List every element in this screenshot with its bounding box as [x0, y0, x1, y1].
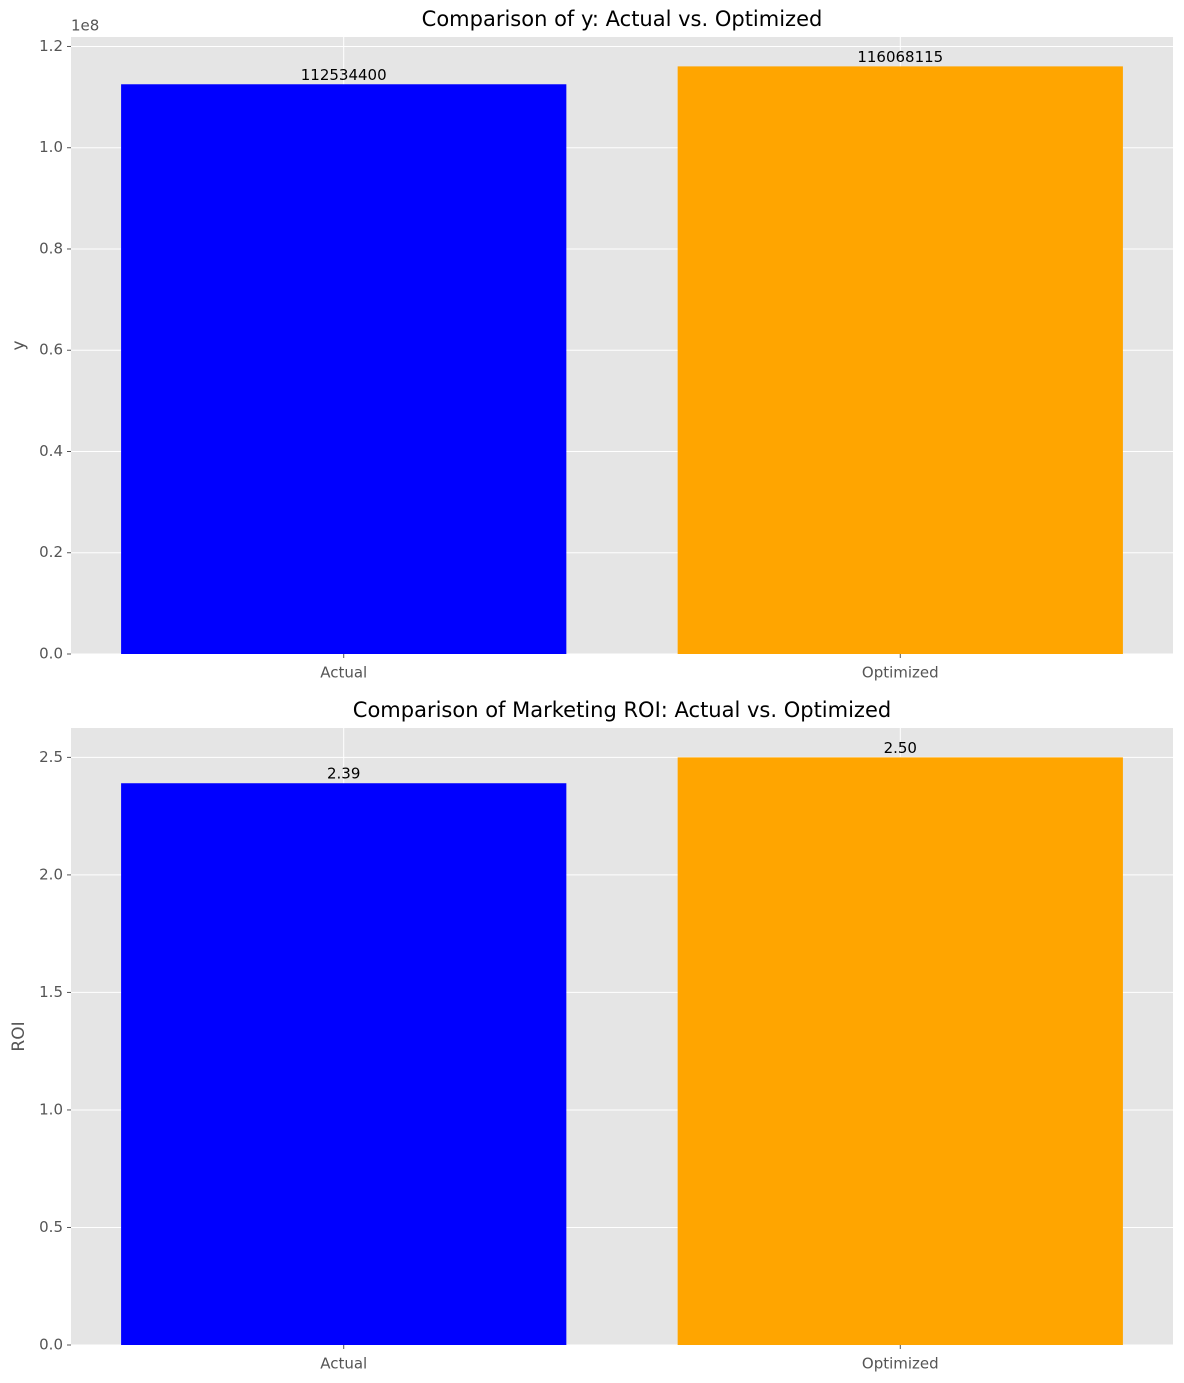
y-tick-label: 1.0: [39, 138, 63, 156]
data-label: 112534400: [301, 66, 387, 84]
y-tick-label: 0.4: [39, 442, 63, 460]
y-axis-label: y: [9, 340, 29, 350]
bar: [121, 783, 567, 1345]
x-tick-label: Actual: [320, 1355, 367, 1373]
bar: [677, 66, 1123, 654]
y-axis-label: ROI: [9, 1021, 29, 1051]
y-tick-label: 0.5: [39, 1218, 63, 1236]
y-tick-label: 0.6: [39, 341, 63, 359]
data-label: 116068115: [857, 48, 943, 66]
y-tick-label: 2.0: [39, 865, 63, 883]
chart-title: Comparison of Marketing ROI: Actual vs. …: [353, 698, 891, 722]
data-label: 2.39: [327, 765, 360, 783]
y-tick-label: 0.0: [39, 645, 63, 663]
y-tick-label: 2.5: [39, 748, 63, 766]
bar: [677, 757, 1123, 1345]
y-tick-label: 0.0: [39, 1336, 63, 1354]
data-label: 2.50: [884, 739, 917, 757]
x-tick-label: Optimized: [862, 664, 939, 682]
offset-text: 1e8: [71, 17, 99, 35]
y-tick-label: 0.2: [39, 543, 63, 561]
y-tick-label: 1.0: [39, 1100, 63, 1118]
chart-title: Comparison of y: Actual vs. Optimized: [422, 7, 823, 31]
y-tick-label: 1.2: [39, 37, 63, 55]
x-tick-label: Optimized: [862, 1355, 939, 1373]
bar: [121, 84, 567, 655]
x-tick-label: Actual: [320, 664, 367, 682]
y-tick-label: 0.8: [39, 239, 63, 257]
y-tick-label: 1.5: [39, 983, 63, 1001]
